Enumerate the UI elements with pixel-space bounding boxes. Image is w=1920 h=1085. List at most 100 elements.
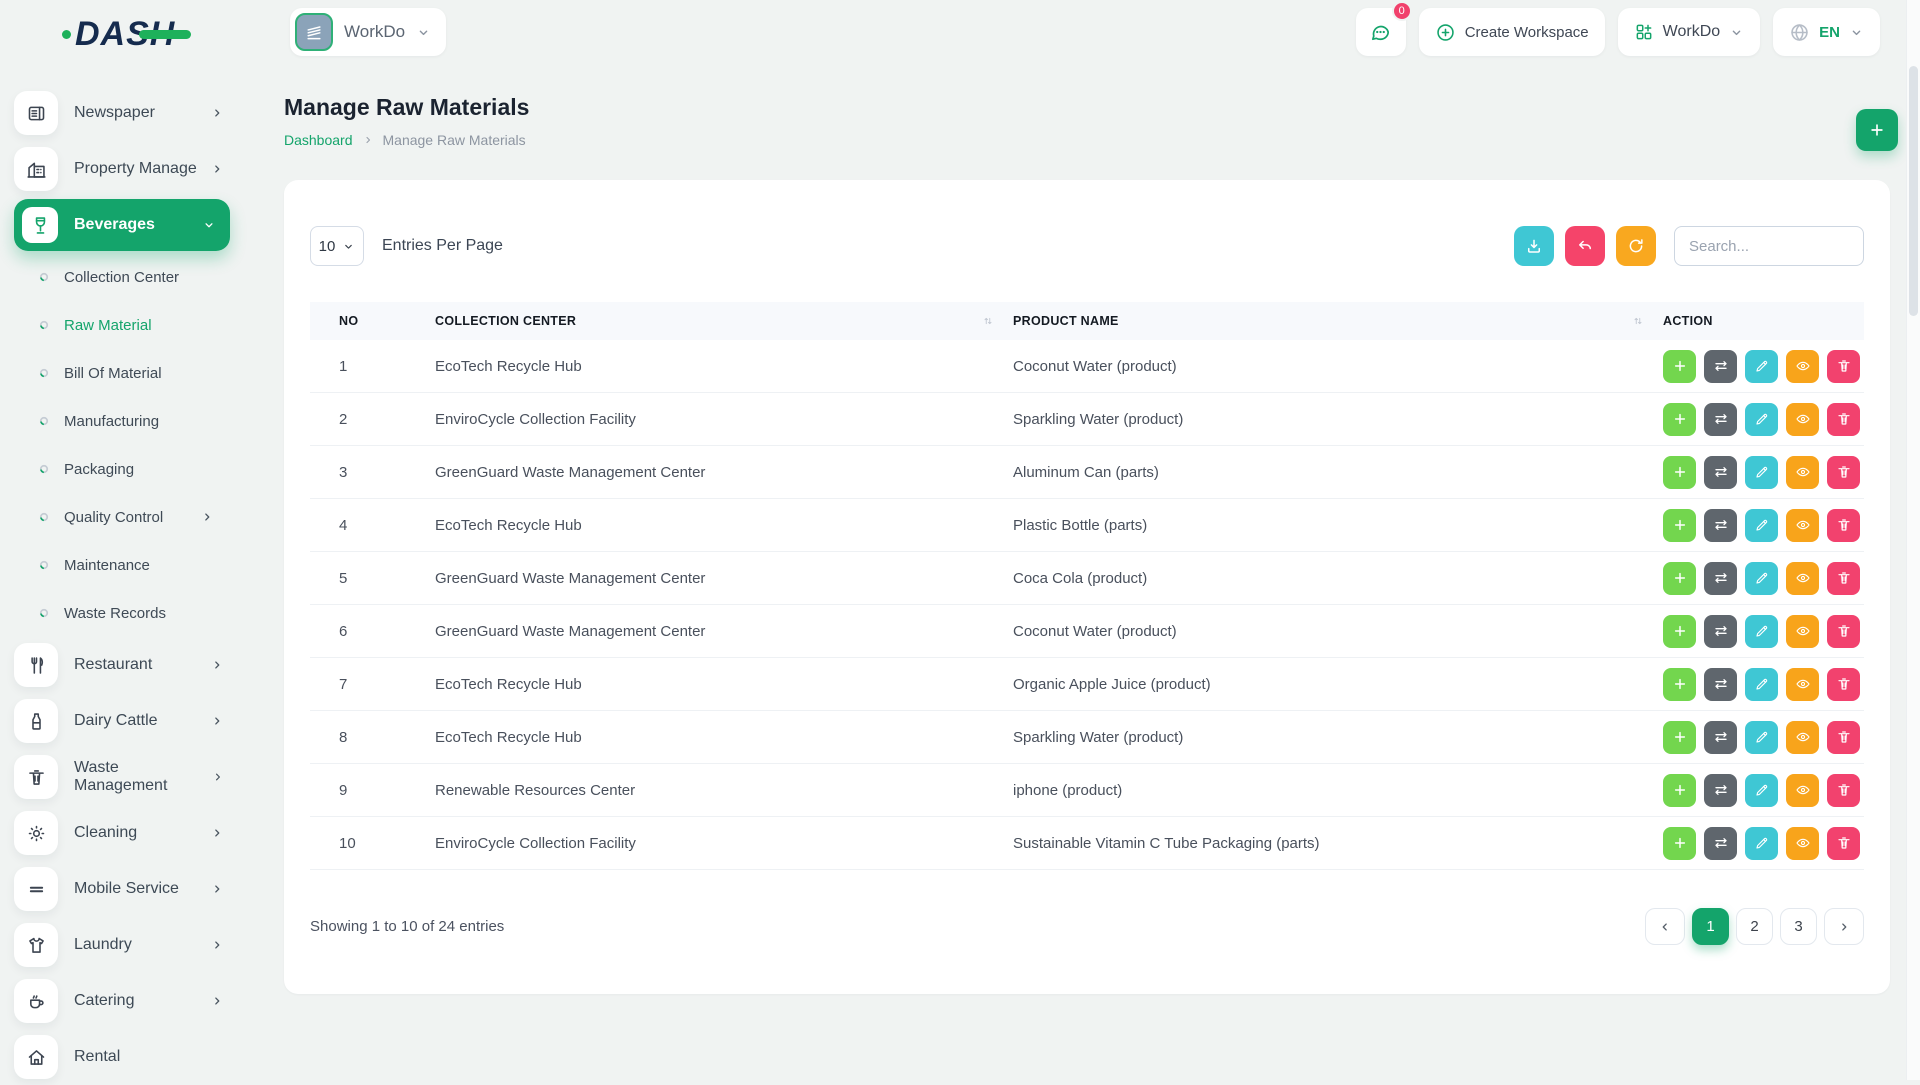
- page-button-3[interactable]: 3: [1780, 908, 1817, 945]
- edit-row-button[interactable]: [1745, 720, 1778, 754]
- view-row-button[interactable]: [1786, 773, 1819, 807]
- edit-row-button[interactable]: [1745, 349, 1778, 383]
- workspace-switcher[interactable]: WorkDo: [290, 8, 447, 56]
- sidebar-item-waste-records[interactable]: Waste Records: [14, 589, 230, 637]
- edit-row-button[interactable]: [1745, 614, 1778, 648]
- page-scrollbar[interactable]: [1906, 0, 1920, 1080]
- delete-row-button[interactable]: [1827, 667, 1860, 701]
- export-button[interactable]: [1514, 226, 1554, 266]
- add-row-button[interactable]: [1663, 614, 1696, 648]
- column-header-collection-center[interactable]: COLLECTION CENTER: [435, 314, 1013, 328]
- add-row-button[interactable]: [1663, 455, 1696, 489]
- add-row-button[interactable]: [1663, 667, 1696, 701]
- column-header-product-name[interactable]: PRODUCT NAME: [1013, 314, 1663, 328]
- edit-row-button[interactable]: [1745, 667, 1778, 701]
- add-raw-material-button[interactable]: [1856, 109, 1898, 151]
- undo-button[interactable]: [1565, 226, 1605, 266]
- delete-row-button[interactable]: [1827, 455, 1860, 489]
- sidebar-item-raw-material[interactable]: Raw Material: [14, 301, 230, 349]
- sidebar-item-laundry[interactable]: Laundry: [14, 917, 230, 973]
- swap-row-button[interactable]: [1704, 508, 1737, 542]
- swap-row-button[interactable]: [1704, 455, 1737, 489]
- add-row-button[interactable]: [1663, 561, 1696, 595]
- delete-row-button[interactable]: [1827, 508, 1860, 542]
- sidebar-item-dairy-cattle[interactable]: Dairy Cattle: [14, 693, 230, 749]
- edit-row-button[interactable]: [1745, 561, 1778, 595]
- edit-row-button[interactable]: [1745, 455, 1778, 489]
- edit-row-button[interactable]: [1745, 826, 1778, 860]
- edit-row-button[interactable]: [1745, 508, 1778, 542]
- edit-row-button[interactable]: [1745, 402, 1778, 436]
- cleaning-icon: [14, 811, 58, 855]
- refresh-button[interactable]: [1616, 226, 1656, 266]
- delete-row-button[interactable]: [1827, 614, 1860, 648]
- delete-row-button[interactable]: [1827, 826, 1860, 860]
- swap-row-button[interactable]: [1704, 773, 1737, 807]
- previous-page-button[interactable]: [1645, 908, 1685, 945]
- column-header-label: NO: [339, 314, 359, 328]
- delete-row-button[interactable]: [1827, 720, 1860, 754]
- add-row-button[interactable]: [1663, 402, 1696, 436]
- view-row-button[interactable]: [1786, 349, 1819, 383]
- sidebar-item-restaurant[interactable]: Restaurant: [14, 637, 230, 693]
- sidebar-item-collection-center[interactable]: Collection Center: [14, 253, 230, 301]
- language-selector[interactable]: EN: [1773, 8, 1880, 56]
- sidebar-item-quality-control[interactable]: Quality Control: [14, 493, 230, 541]
- delete-row-button[interactable]: [1827, 773, 1860, 807]
- sidebar-item-packaging[interactable]: Packaging: [14, 445, 230, 493]
- swap-row-button[interactable]: [1704, 614, 1737, 648]
- view-row-button[interactable]: [1786, 561, 1819, 595]
- create-workspace-button[interactable]: Create Workspace: [1418, 8, 1605, 56]
- add-row-button[interactable]: [1663, 349, 1696, 383]
- sort-icon[interactable]: [981, 314, 995, 328]
- search-input[interactable]: [1674, 226, 1864, 266]
- sidebar-item-mobile-service[interactable]: Mobile Service: [14, 861, 230, 917]
- page-button-1[interactable]: 1: [1692, 908, 1729, 945]
- breadcrumb-current: Manage Raw Materials: [382, 132, 526, 148]
- breadcrumb-dashboard-link[interactable]: Dashboard: [284, 132, 353, 148]
- swap-row-button[interactable]: [1704, 667, 1737, 701]
- workspace-menu-button[interactable]: WorkDo: [1617, 8, 1761, 56]
- swap-row-button[interactable]: [1704, 349, 1737, 383]
- swap-row-button[interactable]: [1704, 402, 1737, 436]
- sidebar-item-newspaper[interactable]: Newspaper: [14, 85, 230, 141]
- view-row-button[interactable]: [1786, 826, 1819, 860]
- pencil-icon: [1754, 623, 1770, 639]
- messages-button[interactable]: 0: [1355, 1, 1412, 56]
- sidebar-item-waste-management[interactable]: Waste Management: [14, 749, 230, 805]
- sidebar-item-manufacturing[interactable]: Manufacturing: [14, 397, 230, 445]
- view-row-button[interactable]: [1786, 667, 1819, 701]
- swap-row-button[interactable]: [1704, 826, 1737, 860]
- entries-per-page-label: Entries Per Page: [382, 237, 503, 254]
- sidebar-item-maintenance[interactable]: Maintenance: [14, 541, 230, 589]
- catering-icon: [14, 979, 58, 1023]
- view-row-button[interactable]: [1786, 614, 1819, 648]
- delete-row-button[interactable]: [1827, 349, 1860, 383]
- swap-row-button[interactable]: [1704, 561, 1737, 595]
- sidebar-item-beverages[interactable]: Beverages: [14, 199, 230, 251]
- view-row-button[interactable]: [1786, 455, 1819, 489]
- add-row-button[interactable]: [1663, 773, 1696, 807]
- sort-icon[interactable]: [1631, 314, 1645, 328]
- sidebar-item-property-manage[interactable]: Property Manage: [14, 141, 230, 197]
- sidebar-item-catering[interactable]: Catering: [14, 973, 230, 1029]
- delete-row-button[interactable]: [1827, 402, 1860, 436]
- next-page-button[interactable]: [1824, 908, 1864, 945]
- sidebar-item-cleaning[interactable]: Cleaning: [14, 805, 230, 861]
- sidebar-item-rental[interactable]: Rental: [14, 1029, 230, 1085]
- entries-per-page-select[interactable]: 10: [310, 226, 364, 266]
- scrollbar-thumb[interactable]: [1909, 66, 1918, 316]
- globe-icon: [1789, 22, 1810, 43]
- add-row-button[interactable]: [1663, 826, 1696, 860]
- swap-row-button[interactable]: [1704, 720, 1737, 754]
- sidebar-item-bill-of-material[interactable]: Bill Of Material: [14, 349, 230, 397]
- view-row-button[interactable]: [1786, 508, 1819, 542]
- page-button-2[interactable]: 2: [1736, 908, 1773, 945]
- edit-row-button[interactable]: [1745, 773, 1778, 807]
- add-row-button[interactable]: [1663, 720, 1696, 754]
- view-row-button[interactable]: [1786, 720, 1819, 754]
- add-row-button[interactable]: [1663, 508, 1696, 542]
- delete-row-button[interactable]: [1827, 561, 1860, 595]
- view-row-button[interactable]: [1786, 402, 1819, 436]
- entries-per-page-value: 10: [318, 237, 336, 255]
